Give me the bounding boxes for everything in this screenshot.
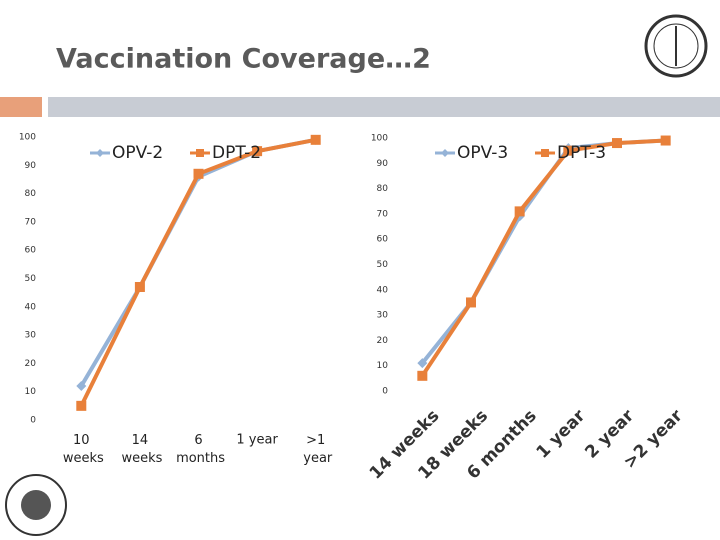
marker [76, 381, 87, 392]
y-tick-label: 10 [25, 387, 37, 397]
y-tick-label: 90 [377, 159, 389, 169]
y-tick-label: 80 [25, 189, 37, 199]
y-tick-label: 0 [382, 387, 388, 397]
y-tick-label: 90 [25, 161, 37, 171]
header-bar [48, 97, 720, 117]
x-tick-label: >1 year [299, 433, 333, 466]
y-tick-label: 70 [377, 209, 389, 219]
x-tick-label: 1 year [533, 405, 590, 462]
legend-marker [541, 149, 549, 157]
marker [417, 358, 428, 369]
y-tick-label: 50 [377, 260, 389, 270]
legend-marker [96, 149, 104, 157]
x-tick-label: 6 months [172, 433, 225, 466]
marker [514, 206, 525, 217]
legend-label: DPT-3 [557, 143, 606, 163]
marker [193, 168, 204, 179]
y-tick-label: 70 [25, 217, 37, 227]
y-tick-label: 0 [30, 416, 36, 426]
y-tick-label: 100 [19, 133, 36, 143]
marker [76, 400, 87, 411]
legend-label: DPT-2 [212, 143, 261, 163]
legend-marker [196, 149, 204, 157]
marker [134, 281, 145, 292]
legend-label: OPV-3 [457, 143, 508, 163]
marker [417, 370, 428, 381]
y-tick-label: 80 [377, 184, 389, 194]
series-line [420, 138, 666, 377]
marker [660, 135, 671, 146]
marker [563, 145, 574, 156]
y-tick-label: 20 [25, 359, 37, 369]
marker [466, 297, 476, 308]
y-tick-label: 10 [377, 361, 389, 371]
y-tick-label: 40 [25, 302, 37, 312]
logo-top [644, 14, 708, 78]
accent-block [0, 97, 42, 117]
marker [252, 146, 263, 157]
series-line [420, 138, 666, 365]
y-tick-label: 50 [25, 274, 37, 284]
legend-label: OPV-2 [112, 143, 163, 163]
y-tick-label: 100 [371, 134, 388, 144]
x-tick-label: 14 weeks [117, 433, 162, 466]
legend-marker [441, 149, 449, 157]
y-tick-label: 60 [25, 246, 37, 256]
y-tick-label: 40 [377, 285, 389, 295]
slide-title: Vaccination Coverage…2 [56, 44, 431, 75]
y-tick-label: 60 [377, 235, 389, 245]
y-tick-label: 30 [377, 311, 389, 321]
logo-bottom [5, 474, 67, 536]
x-tick-label: 1 year [236, 433, 278, 448]
y-tick-label: 20 [377, 336, 389, 346]
x-tick-label: 10 weeks [59, 433, 104, 466]
y-tick-label: 30 [25, 331, 37, 341]
marker [612, 138, 622, 149]
marker [310, 134, 321, 145]
